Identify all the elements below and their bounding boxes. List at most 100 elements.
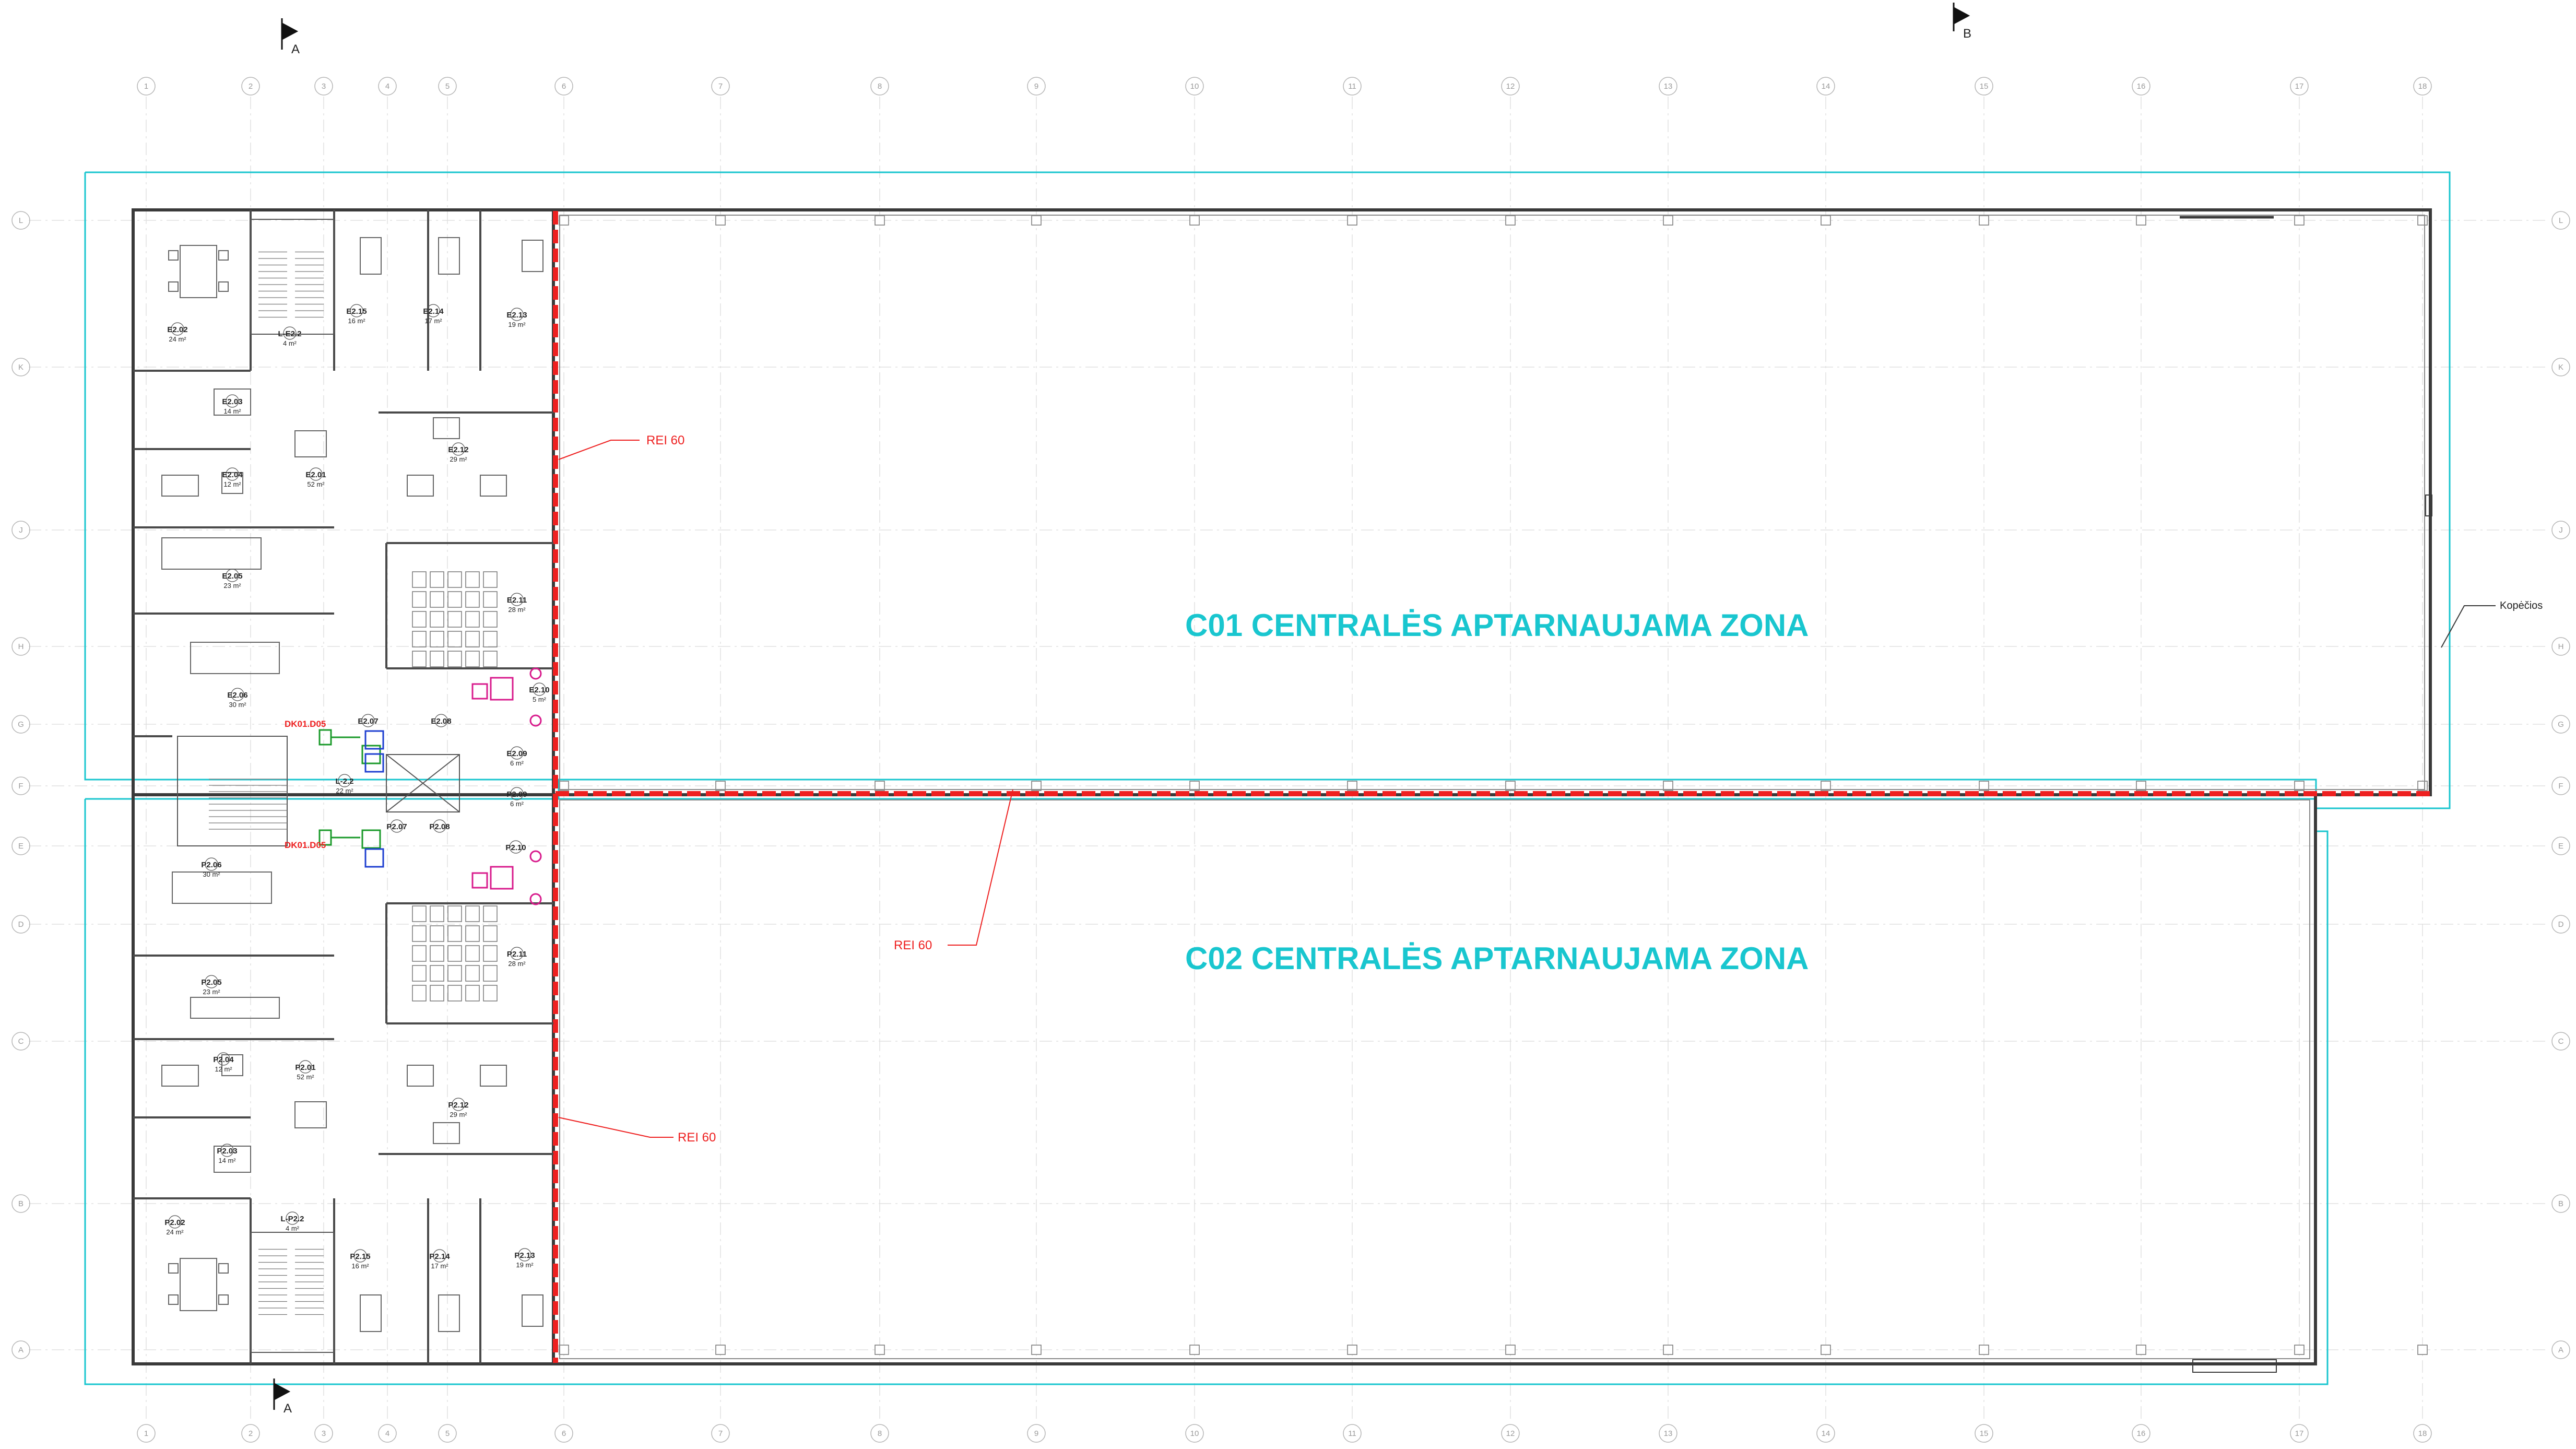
room-area: 16 m² (348, 317, 365, 325)
classroom-desk (430, 945, 444, 962)
grid-column-label: 11 (1348, 1429, 1356, 1438)
grid-bubble-column (314, 1424, 333, 1443)
grid-bubble-row (11, 915, 30, 934)
room-tag-icon (390, 819, 404, 833)
fire-walls (553, 211, 2432, 1363)
grid-bubble-column (241, 77, 260, 96)
stair-lower (250, 1232, 335, 1353)
room-code: E2.02 (167, 325, 187, 334)
grid-row-label: C (2558, 1037, 2564, 1046)
room-code: E2.10 (529, 686, 549, 694)
desk (480, 475, 507, 497)
ladder-icon (2425, 494, 2432, 516)
section-mark-b-top: B (1963, 27, 1971, 41)
classroom-desk (465, 611, 480, 628)
classroom-desk (412, 611, 427, 628)
room-tag-icon (299, 1060, 312, 1074)
room-area: 17 m² (431, 1262, 448, 1270)
room-tag-icon (353, 1249, 367, 1263)
desk (190, 642, 280, 674)
accessible-icons (364, 730, 384, 868)
room-tag-icon (309, 467, 323, 481)
room-area: 28 m² (508, 960, 526, 968)
room-tag-icon (338, 774, 351, 787)
room-code: L-E2.2 (278, 329, 301, 338)
classroom-desk (430, 925, 444, 942)
room-code: E2.05 (222, 572, 242, 581)
grid-column-label: 6 (562, 1429, 566, 1438)
toilet-icon (529, 667, 542, 680)
classroom-desk (430, 591, 444, 608)
grid-bubble-column (1185, 1424, 1204, 1443)
classroom-desk (483, 611, 498, 628)
grid-row-label: A (18, 1346, 23, 1354)
room-tag-icon (433, 1249, 446, 1263)
room-tag-icon (220, 1144, 234, 1157)
building-walls (132, 208, 2432, 1365)
grid-bubble-row (2551, 1340, 2570, 1359)
classroom-desk (430, 905, 444, 922)
desk (433, 417, 460, 439)
chair (218, 1263, 229, 1274)
inner-wall-lines (559, 215, 2425, 1359)
classroom-desk (430, 571, 444, 588)
grid-bubble-row (2551, 211, 2570, 230)
grid-bubble-column (1975, 77, 1993, 96)
room-tag-icon (510, 947, 524, 960)
room-tag-icon (168, 1215, 182, 1229)
grid-column-label: 5 (445, 1429, 450, 1438)
classroom-desk (465, 571, 480, 588)
room-tag-icon (205, 975, 218, 988)
grid-bubble-row (11, 776, 30, 795)
grid-bubble-column (241, 1424, 260, 1443)
grid-column-label: 3 (322, 1429, 326, 1438)
grid-row-label: F (2558, 782, 2563, 791)
room-code: E2.07 (358, 717, 378, 726)
grid-column-label: 15 (1980, 82, 1989, 91)
classroom-desk (447, 651, 462, 667)
room-tag-icon (433, 819, 446, 833)
grid-column-label: 16 (2137, 82, 2146, 91)
room-tag-icon (452, 442, 465, 456)
exit-sign-icon (361, 829, 381, 849)
grid-column-label: 7 (718, 82, 723, 91)
room-area: 28 m² (508, 606, 526, 614)
room-code: E2.15 (346, 307, 367, 316)
room-area: 30 m² (203, 870, 220, 878)
room-code: P2.03 (217, 1147, 237, 1156)
chair (168, 1294, 179, 1305)
chair (168, 250, 179, 261)
zone-c01-outline (84, 171, 2451, 809)
room-code: L-P2.2 (280, 1215, 304, 1223)
grid-column-label: 18 (2418, 82, 2427, 91)
room-area: 4 m² (283, 339, 297, 347)
desk (522, 240, 543, 272)
classroom-desk (412, 925, 427, 942)
room-area: 12 m² (215, 1065, 232, 1073)
fire-rating-middle: REI 60 (894, 938, 932, 952)
room-code: E2.06 (227, 691, 247, 700)
room-tag-icon (361, 714, 375, 727)
accessible-toilet-icon (364, 848, 384, 868)
chair (218, 1294, 229, 1305)
grid-bubble-column (1501, 1424, 1520, 1443)
grid-column-label: 3 (322, 82, 326, 91)
desk (480, 1065, 507, 1087)
classroom-desk (465, 985, 480, 1002)
classroom-desk (430, 651, 444, 667)
washbasin-icon (490, 866, 514, 890)
grid-bubble-column (1501, 77, 1520, 96)
grid-row-label: B (2558, 1199, 2563, 1208)
grid-bubble-column (1975, 1424, 1993, 1443)
grid-bubble-column (554, 1424, 573, 1443)
classroom-desk (447, 985, 462, 1002)
room-tag-icon (283, 326, 297, 340)
desk (214, 388, 251, 416)
zone-c01-label: C01 CENTRALĖS APTARNAUJAMA ZONA (1185, 608, 1809, 643)
room-code: E2.11 (507, 596, 527, 605)
room-area: 52 m² (297, 1073, 314, 1081)
furniture (161, 237, 543, 1332)
grid-column-label: 10 (1190, 1429, 1199, 1438)
grid-bubble-row (2551, 776, 2570, 795)
room-code: P2.01 (295, 1063, 315, 1072)
